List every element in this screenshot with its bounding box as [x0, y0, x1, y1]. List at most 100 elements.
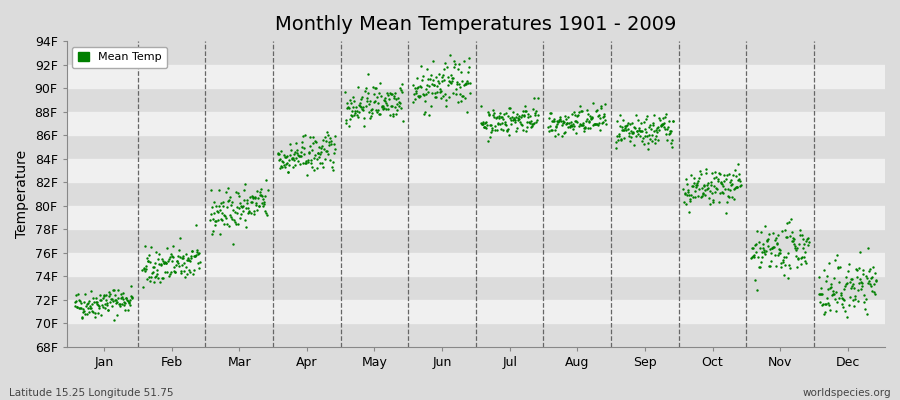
Point	[95, 304, 110, 310]
Point	[325, 158, 339, 165]
Point	[868, 290, 882, 297]
Point	[308, 138, 322, 144]
Point	[365, 110, 380, 116]
Point	[108, 297, 122, 304]
Point	[818, 301, 832, 307]
Point	[731, 161, 745, 167]
Bar	[67, 253, 885, 276]
Point	[86, 309, 101, 315]
Point	[101, 306, 115, 313]
Point	[157, 260, 171, 266]
Point	[191, 260, 205, 267]
Point	[292, 160, 307, 167]
Point	[502, 132, 517, 138]
Point	[593, 127, 608, 133]
Point	[87, 314, 102, 320]
Point	[233, 215, 248, 222]
Point	[342, 104, 356, 111]
Point	[780, 250, 795, 256]
Point	[587, 121, 601, 127]
Point	[80, 311, 94, 317]
Point	[812, 273, 826, 280]
Point	[828, 296, 842, 302]
Point	[548, 127, 562, 134]
Point	[637, 133, 652, 140]
Point	[349, 112, 364, 118]
Point	[394, 105, 409, 111]
Point	[868, 277, 883, 284]
Point	[685, 182, 699, 189]
Point	[443, 52, 457, 58]
Point	[193, 259, 207, 266]
Point	[82, 309, 96, 315]
Point	[114, 301, 129, 307]
Point	[686, 183, 700, 190]
Point	[174, 268, 188, 274]
Point	[637, 141, 652, 148]
Point	[138, 267, 152, 274]
Point	[797, 241, 812, 247]
Point	[86, 294, 100, 301]
Point	[652, 127, 667, 133]
Point	[435, 78, 449, 85]
Point	[611, 137, 625, 143]
Bar	[67, 65, 885, 88]
Point	[425, 81, 439, 87]
Point	[620, 122, 634, 128]
Point	[141, 258, 156, 264]
Point	[159, 260, 174, 266]
Point	[631, 117, 645, 123]
Point	[542, 115, 556, 121]
Point	[569, 130, 583, 136]
Point	[366, 91, 381, 97]
Point	[866, 264, 880, 271]
Point	[98, 301, 112, 308]
Point	[719, 172, 733, 178]
Point	[353, 103, 367, 109]
Point	[117, 302, 131, 308]
Point	[730, 184, 744, 190]
Point	[187, 253, 202, 260]
Point	[301, 159, 315, 165]
Point	[174, 270, 188, 276]
Point	[77, 311, 92, 318]
Point	[367, 99, 382, 106]
Point	[440, 74, 454, 80]
Point	[147, 264, 161, 270]
Point	[861, 280, 876, 286]
Point	[830, 299, 844, 306]
Point	[761, 263, 776, 270]
Point	[284, 141, 298, 148]
Point	[790, 245, 805, 251]
Point	[853, 279, 868, 285]
Point	[289, 155, 303, 161]
Point	[484, 129, 499, 136]
Point	[515, 122, 529, 128]
Point	[457, 58, 472, 64]
Point	[635, 134, 650, 141]
Point	[572, 109, 586, 115]
Point	[453, 90, 467, 97]
Point	[302, 150, 316, 157]
Point	[97, 305, 112, 311]
Point	[446, 74, 461, 81]
Point	[463, 63, 477, 70]
Point	[715, 181, 729, 187]
Point	[571, 112, 585, 118]
Point	[320, 129, 335, 136]
Point	[626, 130, 641, 136]
Point	[377, 95, 392, 101]
Text: worldspecies.org: worldspecies.org	[803, 388, 891, 398]
Point	[572, 122, 586, 129]
Point	[814, 284, 828, 291]
Point	[339, 120, 354, 126]
Point	[846, 281, 860, 288]
Bar	[67, 159, 885, 182]
Point	[793, 232, 807, 238]
Point	[561, 114, 575, 120]
Point	[80, 305, 94, 311]
Point	[144, 274, 158, 280]
Point	[787, 241, 801, 247]
Point	[545, 126, 560, 133]
Point	[280, 153, 294, 160]
